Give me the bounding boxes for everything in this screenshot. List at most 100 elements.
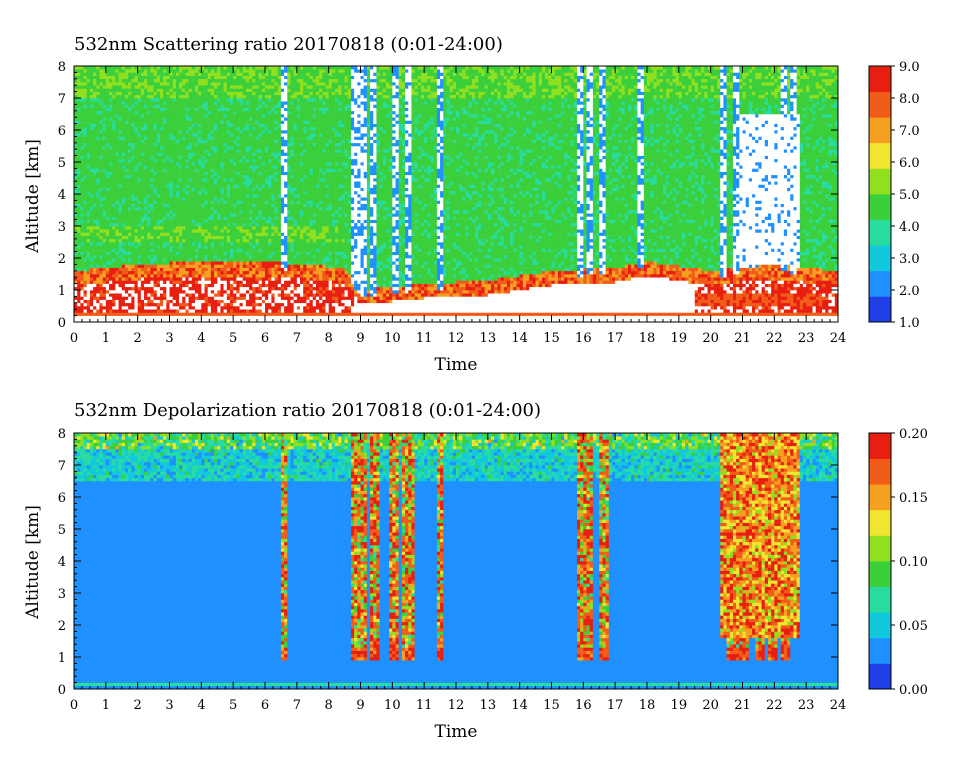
heatmap-cell: [574, 306, 577, 310]
heatmap-cell: [348, 290, 351, 294]
heatmap-cell: [752, 280, 755, 284]
heatmap-cell: [685, 293, 688, 297]
heatmap-cell: [650, 277, 653, 281]
heatmap-cell: [459, 287, 462, 291]
heatmap-cell: [316, 293, 319, 297]
heatmap-cell: [84, 300, 87, 304]
heatmap-cell: [819, 277, 822, 281]
heatmap-cell: [746, 306, 749, 310]
heatmap-cell: [284, 296, 287, 300]
heatmap-cell: [383, 300, 386, 304]
heatmap-cell: [224, 316, 227, 320]
heatmap-cell: [755, 271, 758, 275]
heatmap-cell: [236, 293, 239, 297]
heatmap-cell: [574, 293, 577, 297]
heatmap-cell: [93, 280, 96, 284]
heatmap-cell: [676, 287, 679, 291]
heatmap-cell: [787, 280, 790, 284]
heatmap-cell: [609, 300, 612, 304]
heatmap-cell: [602, 306, 605, 310]
heatmap-cell: [418, 274, 421, 278]
heatmap-cell: [774, 287, 777, 291]
heatmap-cell: [504, 293, 507, 297]
heatmap-cell: [542, 306, 545, 310]
heatmap-cell: [370, 274, 373, 278]
heatmap-cell: [402, 290, 405, 294]
heatmap-cell: [284, 284, 287, 288]
heatmap-cell: [99, 271, 102, 275]
heatmap-cell: [427, 290, 430, 294]
heatmap-cell: [478, 271, 481, 275]
heatmap-cell: [427, 316, 430, 320]
heatmap-cell: [389, 280, 392, 284]
heatmap-cell: [163, 300, 166, 304]
heatmap-cell: [612, 277, 615, 281]
heatmap-cell: [707, 280, 710, 284]
heatmap-cell: [727, 274, 730, 278]
heatmap-cell: [733, 303, 736, 307]
heatmap-cell: [115, 306, 118, 310]
heatmap-cell: [520, 306, 523, 310]
heatmap-cell: [103, 296, 106, 300]
heatmap-cell: [552, 284, 555, 288]
heatmap-cell: [762, 309, 765, 313]
heatmap-cell: [141, 309, 144, 313]
heatmap-cell: [446, 293, 449, 297]
heatmap-cell: [357, 300, 360, 304]
heatmap-cell: [679, 290, 682, 294]
heatmap-cell: [370, 287, 373, 291]
heatmap-cell: [746, 277, 749, 281]
heatmap-cell: [819, 280, 822, 284]
heatmap-cell: [450, 290, 453, 294]
heatmap-cell: [255, 296, 258, 300]
heatmap-cell: [434, 293, 437, 297]
heatmap-cell: [774, 296, 777, 300]
heatmap-cell: [376, 287, 379, 291]
heatmap-cell: [109, 296, 112, 300]
heatmap-cell: [768, 306, 771, 310]
heatmap-cell: [399, 280, 402, 284]
heatmap-cell: [341, 287, 344, 291]
heatmap-cell: [497, 277, 500, 281]
heatmap-cell: [816, 293, 819, 297]
heatmap-cell: [701, 277, 704, 281]
heatmap-cell: [192, 296, 195, 300]
heatmap-cell: [727, 306, 730, 310]
heatmap-cell: [150, 293, 153, 297]
heatmap-cell: [806, 274, 809, 278]
heatmap-cell: [625, 280, 628, 284]
heatmap-cell: [800, 296, 803, 300]
heatmap-cell: [644, 284, 647, 288]
heatmap-cell: [536, 303, 539, 307]
heatmap-cell: [676, 280, 679, 284]
heatmap-cell: [663, 277, 666, 281]
heatmap-cell: [80, 312, 83, 316]
heatmap-cell: [730, 284, 733, 288]
heatmap-cell: [542, 296, 545, 300]
heatmap-cell: [440, 293, 443, 297]
heatmap-cell: [485, 303, 488, 307]
heatmap-cell: [418, 284, 421, 288]
heatmap-cell: [615, 300, 618, 304]
heatmap-cell: [599, 296, 602, 300]
heatmap-cell: [730, 303, 733, 307]
heatmap-cell: [446, 271, 449, 275]
heatmap-cell: [768, 277, 771, 281]
heatmap-cell: [351, 280, 354, 284]
heatmap-cell: [520, 300, 523, 304]
heatmap-cell: [590, 287, 593, 291]
heatmap-cell: [361, 296, 364, 300]
heatmap-cell: [516, 309, 519, 313]
heatmap-cell: [392, 312, 395, 316]
heatmap-cell: [529, 280, 532, 284]
heatmap-cell: [265, 280, 268, 284]
heatmap-cell: [383, 274, 386, 278]
heatmap-cell: [555, 293, 558, 297]
heatmap-cell: [434, 309, 437, 313]
heatmap-cell: [781, 316, 784, 320]
heatmap-cell: [335, 290, 338, 294]
heatmap-cell: [596, 271, 599, 275]
heatmap-cell: [631, 277, 634, 281]
heatmap-cell: [720, 296, 723, 300]
heatmap-cell: [650, 312, 653, 316]
